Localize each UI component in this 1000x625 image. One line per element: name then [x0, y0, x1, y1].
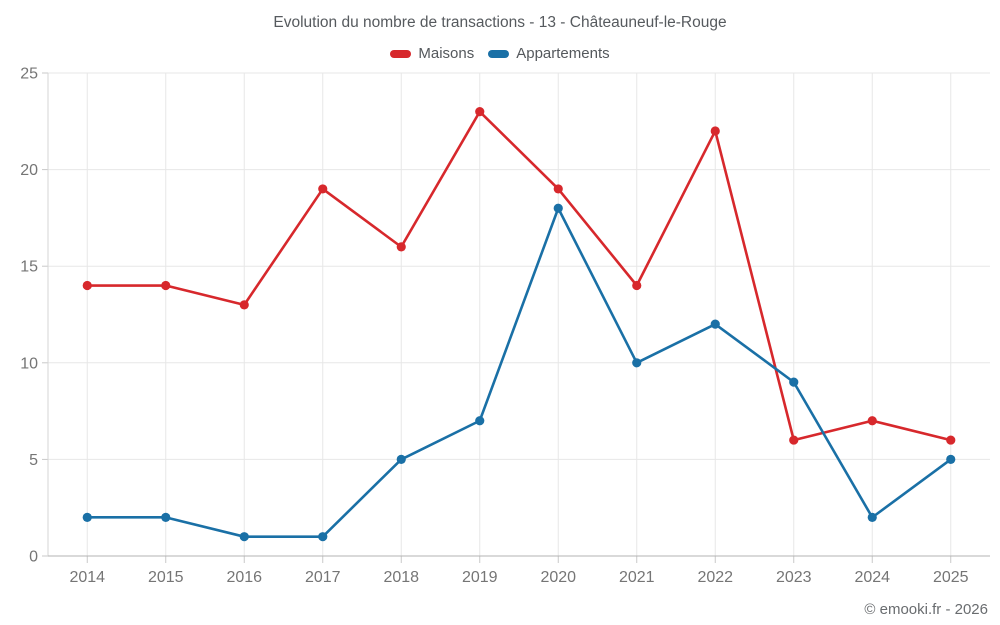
y-axis-label: 0 [29, 549, 38, 566]
data-point-appartements-2015[interactable] [161, 512, 171, 522]
data-point-appartements-2017[interactable] [318, 532, 328, 542]
data-point-appartements-2021[interactable] [632, 358, 642, 368]
data-point-maisons-2021[interactable] [632, 280, 642, 291]
y-axis-label: 10 [20, 355, 38, 372]
data-point-maisons-2023[interactable] [789, 435, 799, 445]
data-point-appartements-2019[interactable] [475, 416, 485, 426]
appartements-swatch-icon [488, 49, 510, 58]
data-point-appartements-2020[interactable] [553, 203, 563, 213]
x-axis-label: 2014 [69, 569, 105, 586]
data-point-appartements-2025[interactable] [946, 454, 956, 464]
x-axis-label: 2018 [383, 569, 419, 586]
x-axis-label: 2022 [697, 569, 733, 586]
legend-item-appartements[interactable]: Appartements [488, 45, 610, 62]
maisons-swatch-icon [390, 49, 412, 58]
y-axis-label: 25 [20, 66, 38, 83]
x-axis-label: 2015 [148, 569, 184, 586]
data-point-maisons-2025[interactable] [946, 435, 956, 445]
x-axis-label: 2021 [619, 569, 655, 586]
y-axis-label: 20 [20, 162, 38, 179]
legend-item-maisons[interactable]: Maisons [390, 45, 474, 62]
data-point-maisons-2018[interactable] [396, 242, 406, 252]
x-axis-label: 2023 [776, 569, 812, 586]
chart-footer-credit: © emooki.fr - 2026 [864, 601, 988, 618]
data-point-appartements-2014[interactable] [82, 512, 92, 522]
legend-label-maisons: Maisons [418, 45, 475, 62]
x-axis-label: 2019 [462, 569, 498, 586]
data-point-maisons-2014[interactable] [82, 280, 92, 291]
data-point-appartements-2023[interactable] [789, 377, 799, 387]
data-point-maisons-2024[interactable] [867, 416, 877, 426]
data-point-maisons-2017[interactable] [318, 184, 328, 194]
data-point-maisons-2015[interactable] [161, 280, 171, 291]
y-axis-label: 15 [20, 259, 38, 276]
x-axis-label: 2025 [933, 569, 969, 586]
chart-legend: Maisons Appartements [0, 45, 1000, 62]
data-point-appartements-2016[interactable] [239, 532, 249, 542]
series-line-appartements [85, 206, 953, 538]
x-axis-label: 2024 [854, 569, 890, 586]
data-point-maisons-2019[interactable] [475, 107, 485, 117]
x-axis-label: 2016 [226, 569, 262, 586]
series-line-maisons [85, 110, 953, 442]
x-axis-label: 2020 [540, 569, 576, 586]
data-point-appartements-2022[interactable] [710, 319, 720, 329]
data-point-maisons-2020[interactable] [553, 184, 563, 194]
data-point-appartements-2018[interactable] [396, 454, 406, 464]
x-axis-label: 2017 [305, 569, 341, 586]
chart-title: Evolution du nombre de transactions - 13… [273, 14, 727, 31]
data-point-appartements-2024[interactable] [867, 512, 877, 522]
legend-label-appartements: Appartements [516, 45, 610, 62]
y-axis-label: 5 [29, 452, 38, 469]
data-point-maisons-2016[interactable] [239, 300, 249, 310]
data-point-maisons-2022[interactable] [710, 126, 720, 136]
